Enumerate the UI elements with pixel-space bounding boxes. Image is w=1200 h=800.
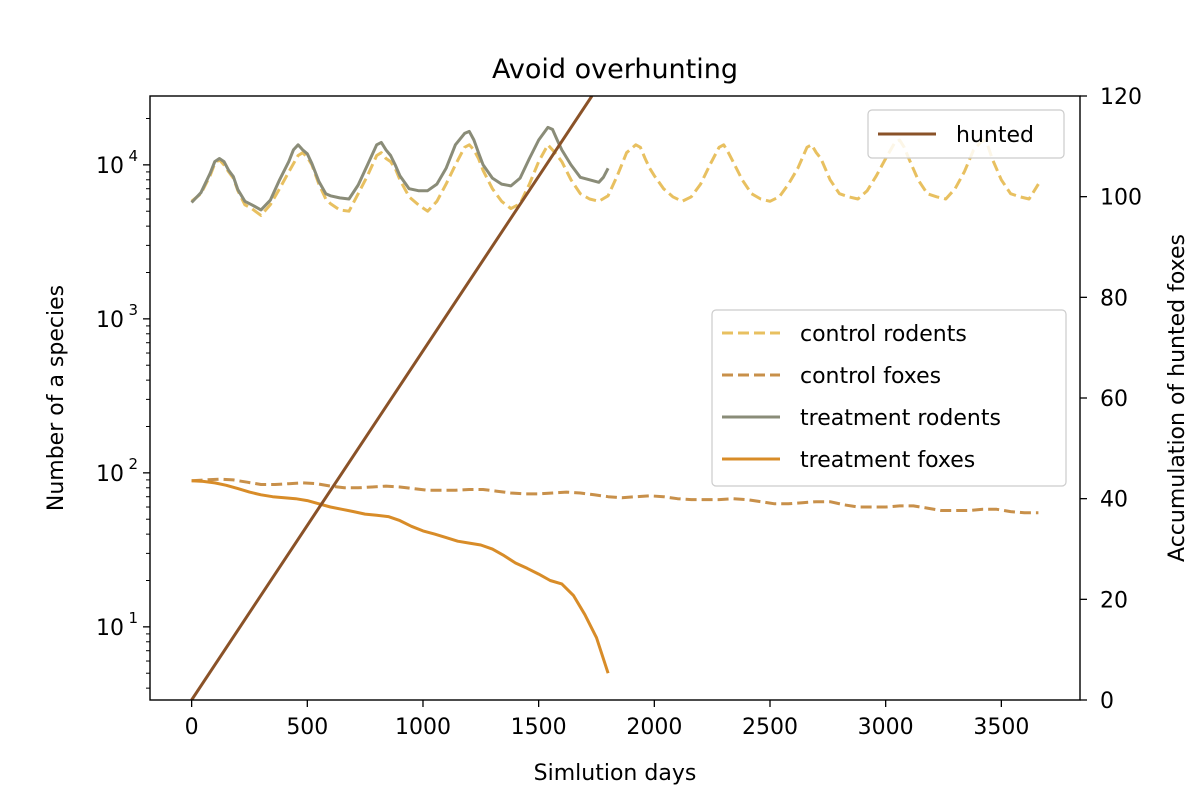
- y-left-tick-label: 10: [96, 154, 124, 179]
- legend-hunted: hunted: [867, 109, 1065, 159]
- series-line-treatment-foxes: [191, 479, 610, 674]
- x-tick-label: 3500: [973, 715, 1029, 740]
- y-left-tick-label: 10: [96, 462, 124, 487]
- chart-title: Avoid overhunting: [492, 54, 738, 85]
- y-left-tick-exponent: 1: [128, 609, 138, 627]
- x-tick-label: 500: [286, 715, 328, 740]
- legend-label-control-rodents: control rodents: [800, 322, 967, 347]
- y-right-tick-label: 120: [1100, 85, 1142, 110]
- y-right-tick-label: 0: [1100, 689, 1114, 714]
- y-right-tick-label: 100: [1100, 186, 1142, 211]
- y-left-tick-label: 10: [96, 616, 124, 641]
- y-right-axis-label: Accumulation of hunted foxes: [1165, 234, 1190, 562]
- series-line-treatment-rodents: [190, 125, 610, 212]
- y-right-axis-ticks: 0 20 40 60 80 100 120: [1080, 85, 1142, 714]
- x-tick-label: 1500: [511, 715, 567, 740]
- x-tick-label: 1000: [395, 715, 451, 740]
- y-right-tick-label: 80: [1100, 286, 1128, 311]
- legend-species: control rodents control foxes treatment ro…: [711, 309, 1067, 487]
- legend-label-hunted: hunted: [956, 123, 1034, 148]
- legend-label-treatment-rodents: treatment rodents: [800, 406, 1001, 431]
- x-tick-label: 2500: [742, 715, 798, 740]
- legend-hunted-frame: [867, 109, 1065, 159]
- x-tick-label: 0: [185, 715, 199, 740]
- y-right-tick-label: 60: [1100, 387, 1128, 412]
- y-right-tick-label: 20: [1100, 588, 1128, 613]
- series-line-hunted: [190, 96, 594, 700]
- series-line-control-foxes: [191, 477, 1039, 515]
- legend-label-treatment-foxes: treatment foxes: [800, 448, 975, 473]
- y-left-axis-label: Number of a species: [44, 285, 69, 511]
- y-left-tick-label: 10: [96, 308, 124, 333]
- y-right-tick-label: 40: [1100, 488, 1128, 513]
- x-tick-label: 3000: [858, 715, 914, 740]
- x-axis-label: Simlution days: [534, 761, 697, 786]
- legend-species-frame: [711, 309, 1067, 487]
- x-tick-label: 2000: [626, 715, 682, 740]
- y-left-tick-exponent: 2: [128, 455, 138, 473]
- y-left-tick-exponent: 3: [128, 301, 138, 319]
- x-axis-ticks: 0 500 1000 1500 2000 2500 3000 3500: [185, 700, 1029, 740]
- legend-label-control-foxes: control foxes: [800, 364, 941, 389]
- y-left-tick-exponent: 4: [128, 147, 138, 165]
